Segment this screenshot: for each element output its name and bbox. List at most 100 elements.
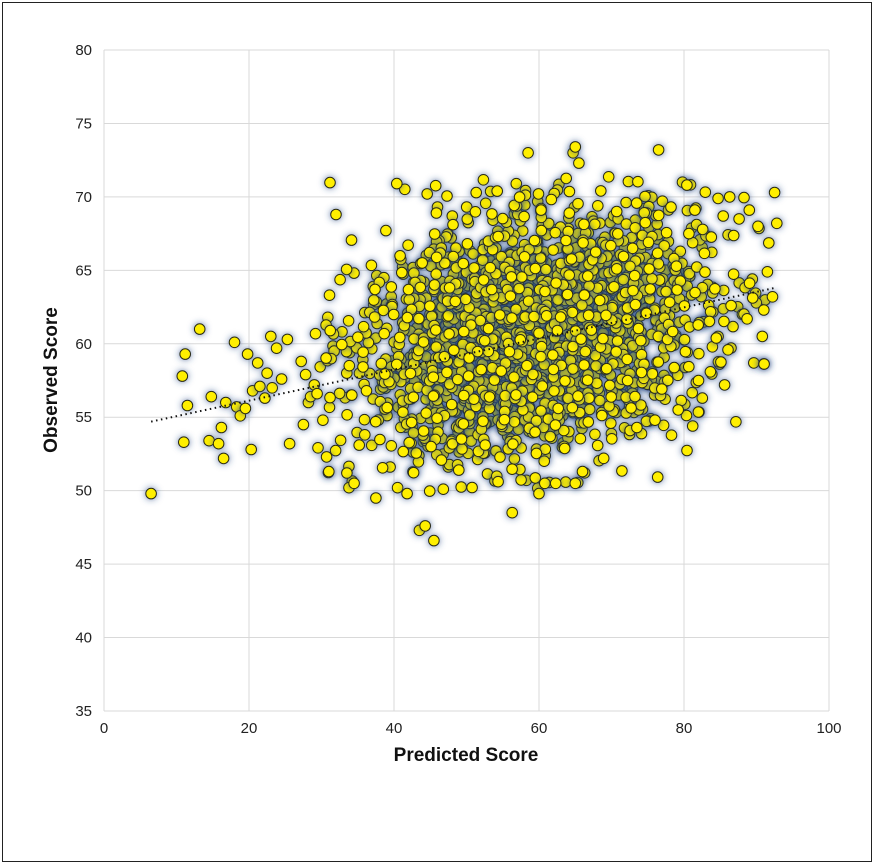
data-point: [629, 390, 641, 403]
data-point: [455, 433, 468, 445]
data-point: [491, 185, 504, 197]
data-point: [477, 174, 490, 186]
data-point: [428, 279, 441, 291]
data-point: [385, 281, 398, 293]
data-point: [391, 177, 403, 190]
data-point: [725, 299, 737, 312]
data-point: [506, 506, 519, 519]
data-point: [215, 421, 228, 434]
data-point: [621, 353, 634, 366]
data-point: [447, 218, 459, 231]
data-point: [559, 375, 571, 387]
data-point: [629, 298, 642, 311]
data-point: [730, 416, 742, 428]
data-point: [640, 307, 653, 320]
data-point: [679, 345, 692, 358]
data-point: [449, 295, 462, 308]
data-point: [608, 281, 620, 293]
data-point: [485, 283, 498, 296]
data-point: [499, 390, 511, 402]
data-point: [430, 207, 443, 219]
data-point: [600, 362, 613, 375]
data-point: [540, 310, 553, 322]
y-tick-label: 50: [75, 483, 92, 500]
data-point: [297, 418, 310, 431]
data-point: [631, 421, 643, 434]
data-point: [692, 374, 705, 387]
data-point: [365, 259, 378, 272]
data-point: [469, 206, 482, 218]
data-point: [758, 358, 770, 370]
data-point: [270, 342, 283, 355]
data-point: [522, 295, 535, 308]
data-point: [670, 260, 683, 273]
y-tick-label: 40: [75, 630, 92, 647]
data-point: [445, 398, 458, 411]
x-tick-label: 60: [531, 720, 548, 737]
data-point: [544, 430, 557, 443]
data-point: [343, 359, 356, 372]
data-point: [522, 147, 534, 159]
data-point: [510, 389, 522, 401]
data-point: [387, 308, 400, 321]
data-point: [486, 208, 498, 220]
data-point: [758, 304, 770, 316]
data-point: [612, 228, 624, 240]
data-point: [715, 356, 727, 368]
data-point: [579, 345, 592, 358]
data-point: [572, 197, 584, 210]
data-point: [420, 407, 433, 419]
data-point: [396, 266, 408, 279]
data-point: [661, 333, 674, 346]
data-point: [443, 282, 456, 294]
data-point: [441, 366, 453, 379]
data-point: [668, 361, 681, 374]
data-point: [723, 191, 736, 203]
data-point: [554, 311, 567, 323]
data-point: [441, 190, 453, 202]
data-point: [530, 415, 543, 427]
data-point: [665, 429, 678, 442]
data-point: [535, 204, 547, 216]
data-point: [766, 291, 779, 303]
data-point: [625, 402, 637, 414]
data-point: [299, 368, 312, 381]
data-point: [617, 250, 630, 263]
data-point: [340, 263, 353, 276]
data-point: [528, 310, 540, 323]
data-point: [359, 429, 371, 441]
data-point: [638, 207, 651, 219]
data-point: [333, 387, 346, 400]
data-point: [470, 186, 483, 199]
data-point: [662, 374, 674, 387]
data-point: [605, 239, 617, 252]
data-point: [145, 487, 157, 500]
data-point: [414, 281, 427, 294]
data-point: [345, 234, 358, 246]
data-point: [572, 390, 584, 402]
data-point: [593, 294, 606, 307]
y-tick-label: 70: [75, 189, 92, 206]
data-point: [717, 210, 730, 222]
gridlines: [103, 49, 830, 712]
data-point: [539, 285, 551, 298]
data-point: [463, 409, 476, 421]
data-point: [578, 359, 590, 371]
data-point: [179, 348, 191, 360]
data-point: [741, 313, 753, 325]
data-point: [549, 226, 562, 239]
data-point: [578, 218, 590, 231]
data-point: [528, 234, 541, 247]
data-point: [590, 360, 602, 372]
data-point: [503, 345, 516, 358]
data-point: [576, 299, 588, 312]
data-point: [733, 213, 745, 225]
data-point: [341, 409, 353, 421]
data-point: [632, 175, 644, 188]
data-point: [589, 246, 602, 258]
data-point: [605, 391, 618, 403]
data-point: [547, 244, 560, 256]
data-point: [447, 250, 460, 263]
data-point: [494, 309, 506, 321]
data-point: [358, 413, 371, 426]
